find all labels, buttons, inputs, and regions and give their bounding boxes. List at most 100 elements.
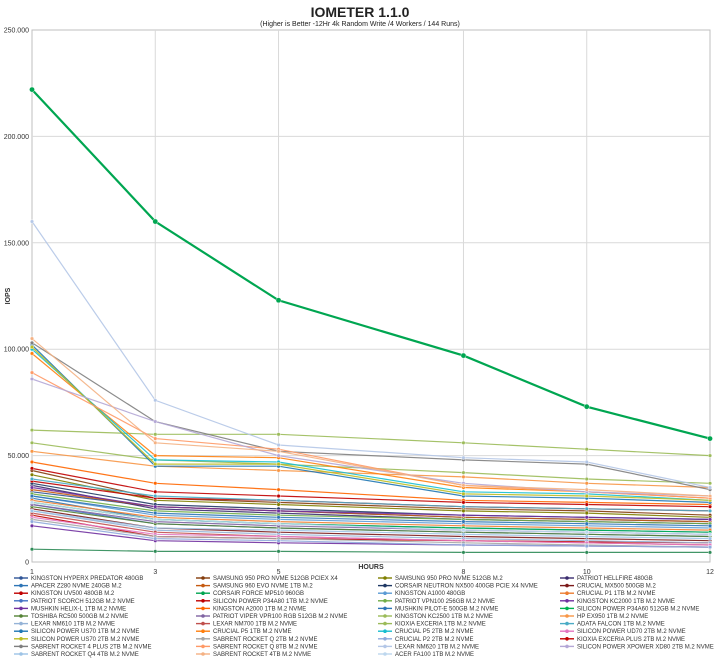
legend-label: SILICON POWER UD70 2TB M.2 NVME	[577, 629, 686, 635]
data-point	[276, 508, 281, 513]
data-point	[708, 550, 713, 555]
data-point	[153, 536, 158, 541]
series-line	[31, 495, 711, 527]
x-tick-label: 5	[277, 569, 281, 576]
data-point	[276, 515, 281, 520]
series-group	[30, 345, 713, 503]
data-point	[30, 466, 35, 471]
data-point	[584, 544, 589, 549]
legend-item: CRUCIAL MX500 500GB M.2	[560, 584, 656, 590]
series-line	[31, 348, 711, 501]
legend-swatch-marker	[19, 606, 23, 611]
legend-label: SAMSUNG 950 PRO NVME 512GB PCIEX X4	[213, 576, 338, 582]
legend-swatch-marker	[19, 591, 23, 595]
data-point	[275, 297, 282, 304]
data-point	[584, 515, 589, 520]
data-point	[276, 487, 281, 492]
y-axis-title: IOPS	[5, 287, 12, 304]
legend-label: CORSAIR NEUTRON NX500 400GB PCIE X4 NVME	[395, 584, 538, 590]
data-point	[708, 508, 713, 513]
data-point	[708, 536, 713, 541]
data-point	[461, 470, 466, 475]
plot-frame	[31, 29, 711, 563]
legend-label: SAMSUNG 960 EVO NVME 1TB M.2	[213, 584, 313, 590]
legend-item: CRUCIAL P1 1TB M.2 NVME	[560, 591, 655, 597]
legend-item: SILICON POWER UD70 2TB M.2 NVME	[560, 629, 686, 635]
legend-swatch-marker	[565, 644, 569, 649]
legend-swatch-marker	[201, 576, 205, 580]
data-point	[153, 511, 158, 516]
legend-item: KIOXIA EXCERIA PLUS 2TB M.2 NVME	[560, 637, 685, 643]
legend-label: CRUCIAL MX500 500GB M.2	[577, 584, 656, 590]
series-line	[31, 450, 711, 489]
data-point	[584, 487, 589, 492]
data-point	[276, 498, 281, 503]
legend-label: SABRENT ROCKET Q4 4TB M.2 NVME	[31, 652, 139, 658]
legend-item: ADATA FALCON 1TB M.2 NVME	[560, 622, 665, 628]
legend-label: TOSHIBA RC500 500GB M.2 NVME	[31, 614, 128, 620]
x-tick-label: 12	[706, 569, 714, 576]
data-point	[461, 483, 466, 488]
data-point	[584, 477, 589, 482]
y-tick-label: 0	[25, 560, 29, 567]
legend-swatch-marker	[383, 606, 387, 611]
series-line	[31, 378, 711, 497]
data-point	[276, 449, 281, 454]
data-point	[29, 86, 35, 93]
legend-swatch-marker	[201, 606, 205, 611]
legend-swatch-marker	[201, 591, 205, 595]
data-point	[461, 474, 466, 479]
series-line	[31, 467, 711, 508]
legend-swatch-marker	[19, 652, 23, 656]
legend-swatch-marker	[383, 576, 387, 580]
legend-label: PATRIOT VIPER VPR100 RGB 512GB M.2 NVME	[213, 614, 347, 620]
legend-label: SILICON POWER P34A60 512GB M.2 NVME	[577, 606, 699, 612]
data-point	[153, 462, 158, 467]
data-point	[152, 218, 159, 225]
legend-label: KINGSTON A1000 480GB	[395, 591, 465, 597]
legend-label: KINGSTON HYPERX PREDATOR 480GB	[31, 576, 143, 582]
series-group	[30, 494, 713, 528]
y-tick-label: 50.000	[8, 453, 30, 460]
data-point	[276, 521, 281, 526]
legend-swatch-marker	[565, 629, 569, 633]
legend-label: CRUCIAL P5 1TB M.2 NVME	[213, 629, 291, 635]
legend-label: SABRENT ROCKET 4TB M.2 NVME	[213, 652, 311, 658]
data-point	[30, 345, 35, 350]
data-point	[30, 472, 35, 477]
series-group	[30, 508, 713, 541]
legend-swatch-marker	[383, 629, 387, 633]
series-group	[30, 336, 713, 499]
data-point	[461, 440, 466, 445]
legend-swatch-marker	[201, 637, 205, 641]
series-line	[31, 338, 711, 497]
series-group	[30, 477, 713, 513]
data-point	[153, 549, 158, 554]
data-point	[153, 432, 158, 437]
legend-label: LEXAR NM610 1TB M.2 NVME	[31, 622, 115, 628]
series-line	[31, 518, 711, 548]
legend-item: CRUCIAL P5 1TB M.2 NVME	[196, 629, 291, 635]
legend-item: LEXAR NM620 1TB M.2 NVME	[378, 644, 479, 650]
legend-label: KINGSTON UV500 480GB M.2	[31, 591, 115, 597]
data-point	[153, 481, 158, 486]
legend-swatch-marker	[565, 614, 569, 618]
data-point	[153, 419, 158, 424]
series-line	[31, 346, 711, 501]
chart-subtitle: (Higher is Better -12Hr 4k Random Write …	[260, 21, 460, 28]
legend-label: SILICON POWER XPOWER XD80 2TB M.2 NVME	[577, 644, 714, 650]
data-point	[584, 447, 589, 452]
series-group	[30, 428, 713, 458]
legend: KINGSTON HYPERX PREDATOR 480GB SAMSUNG 95…	[14, 576, 714, 658]
legend-item: LEXAR NM610 1TB M.2 NVME	[14, 622, 115, 628]
legend-item: KINGSTON UV500 480GB M.2	[14, 591, 115, 597]
legend-swatch-marker	[201, 621, 205, 626]
legend-swatch-marker	[201, 583, 205, 588]
data-point	[153, 525, 158, 530]
data-point	[584, 481, 589, 486]
legend-label: KINGSTON KC2500 1TB M.2 NVME	[395, 614, 493, 620]
data-point	[153, 440, 158, 445]
legend-item: SILICON POWER XPOWER XD80 2TB M.2 NVME	[560, 644, 714, 650]
legend-item: SABRENT ROCKET 4TB M.2 NVME	[196, 652, 311, 658]
data-point	[708, 494, 713, 499]
